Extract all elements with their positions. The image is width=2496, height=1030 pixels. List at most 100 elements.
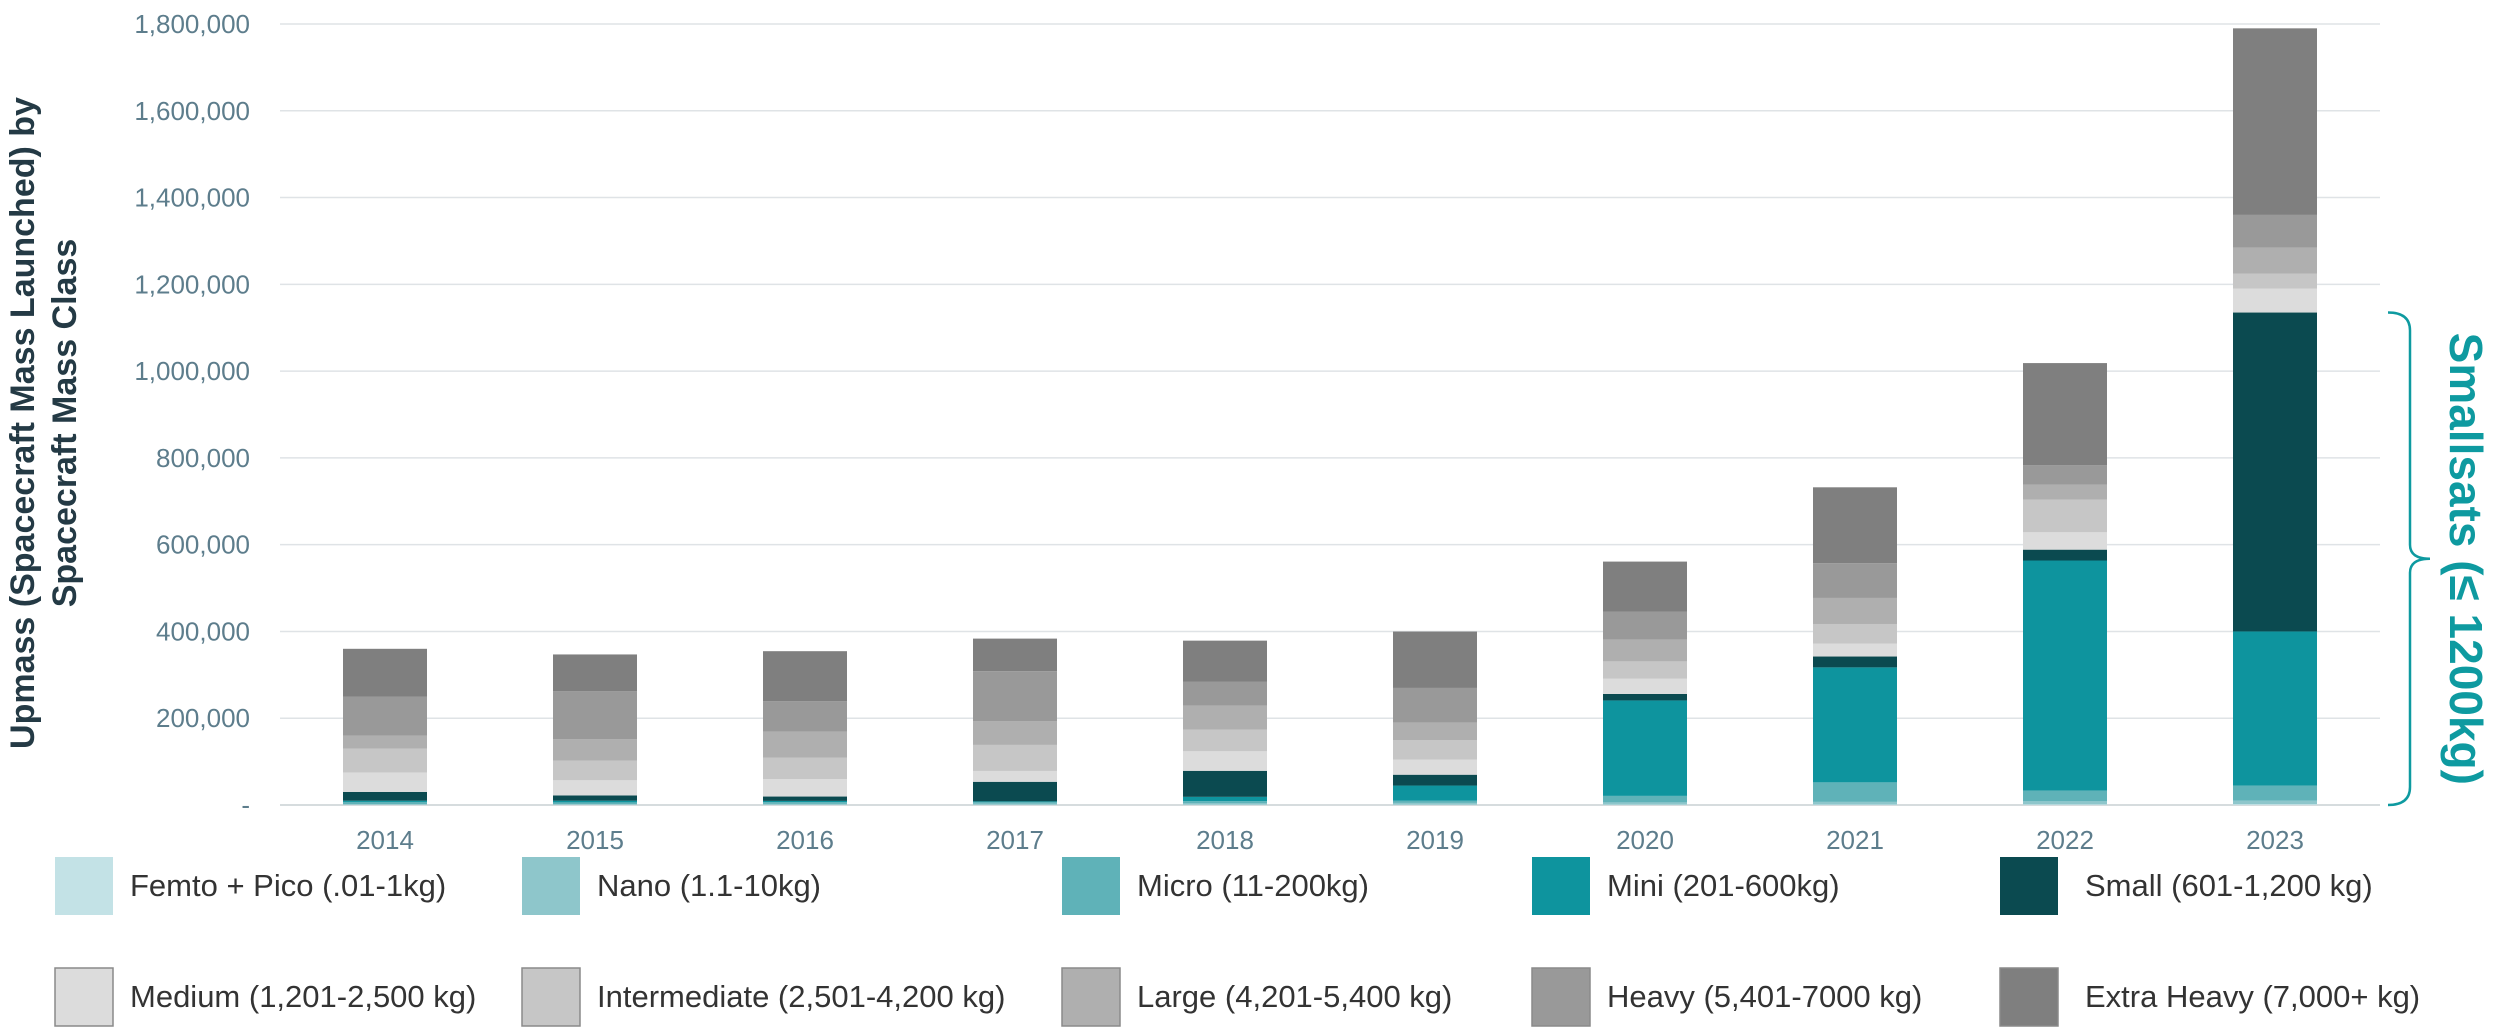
bar-segment bbox=[2233, 804, 2317, 805]
bar-stack-2018 bbox=[1183, 640, 1267, 805]
bar-segment bbox=[1183, 796, 1267, 802]
bar-segment bbox=[763, 651, 847, 702]
bar-segment bbox=[2233, 273, 2317, 289]
y-tick-label: 1,800,000 bbox=[134, 9, 250, 39]
x-tick-label: 2016 bbox=[776, 825, 834, 855]
legend-label: Femto + Pico (.01-1kg) bbox=[130, 868, 446, 903]
bar-segment bbox=[973, 802, 1057, 804]
bar-segment bbox=[2023, 560, 2107, 791]
bar-segment bbox=[1183, 801, 1267, 804]
bar-segment bbox=[2233, 28, 2317, 215]
bar-segment bbox=[2233, 312, 2317, 632]
x-tick-label: 2014 bbox=[356, 825, 414, 855]
y-tick-label: 1,000,000 bbox=[134, 356, 250, 386]
bar-segment bbox=[1183, 751, 1267, 771]
bar-segment bbox=[1393, 687, 1477, 723]
bar-segment bbox=[1603, 795, 1687, 803]
bar-segment bbox=[553, 802, 637, 805]
bar-segment bbox=[343, 696, 427, 736]
y-tick-label: 200,000 bbox=[156, 703, 250, 733]
bar-segment bbox=[1393, 759, 1477, 775]
bar-stack-2017 bbox=[973, 638, 1057, 805]
bar-stack-2019 bbox=[1393, 631, 1477, 805]
smallsats-annotation-label: Smallsats (≤ 1200kg) bbox=[2440, 333, 2492, 785]
bar-segment bbox=[2023, 499, 2107, 533]
bar-segment bbox=[1603, 693, 1687, 701]
bar-segment bbox=[1813, 563, 1897, 598]
x-tick-label: 2023 bbox=[2246, 825, 2304, 855]
bar-segment bbox=[973, 803, 1057, 805]
bar-segment bbox=[2023, 532, 2107, 550]
bar-segment bbox=[1183, 729, 1267, 752]
bar-segment bbox=[2023, 363, 2107, 466]
y-tick-label: 800,000 bbox=[156, 443, 250, 473]
bar-segment bbox=[763, 796, 847, 801]
bar-segment bbox=[2023, 790, 2107, 802]
bar-segment bbox=[2023, 801, 2107, 805]
legend-item: Mini (201-600kg) bbox=[1532, 857, 1840, 915]
bar-segment bbox=[1813, 487, 1897, 564]
y-axis-ticks: - 200,000 400,000 600,000 800,000 1,000,000 1,… bbox=[134, 9, 250, 820]
legend-item: Small (601-1,200 kg) bbox=[2000, 857, 2373, 915]
bar-segment bbox=[2023, 804, 2107, 805]
legend-swatch bbox=[522, 857, 580, 915]
legend-swatch bbox=[1999, 967, 2059, 1027]
bar-segment bbox=[1393, 800, 1477, 803]
bar-segment bbox=[1183, 681, 1267, 706]
legend-swatch bbox=[2000, 857, 2058, 915]
x-tick-label: 2019 bbox=[1406, 825, 1464, 855]
bar-segment bbox=[343, 801, 427, 805]
legend-item: Micro (11-200kg) bbox=[1062, 857, 1369, 915]
bar-segment bbox=[763, 731, 847, 758]
legend-label: Small (601-1,200 kg) bbox=[2085, 868, 2373, 903]
bar-segment bbox=[1393, 774, 1477, 786]
bar-segment bbox=[1183, 770, 1267, 797]
y-axis-label-line-1: Upmass (Spacecraft Mass Launched) by bbox=[4, 97, 42, 749]
bar-segment bbox=[973, 721, 1057, 745]
bar-segment bbox=[973, 781, 1057, 802]
bar-stack-2021 bbox=[1813, 487, 1897, 805]
bar-segment bbox=[343, 748, 427, 773]
legend-label: Medium (1,201-2,500 kg) bbox=[130, 979, 476, 1014]
y-tick-label: 400,000 bbox=[156, 616, 250, 646]
bar-segment bbox=[343, 800, 427, 802]
y-tick-label: - bbox=[241, 790, 250, 820]
bar-stack-2022 bbox=[2023, 363, 2107, 805]
legend-swatch bbox=[1062, 857, 1120, 915]
bar-segment bbox=[2023, 484, 2107, 500]
legend-swatch bbox=[1532, 857, 1590, 915]
bar-stack-2016 bbox=[763, 651, 847, 805]
bar-segment bbox=[763, 803, 847, 805]
bar-segment bbox=[2233, 631, 2317, 786]
legend-item: Nano (1.1-10kg) bbox=[522, 857, 821, 915]
bar-segment bbox=[1813, 643, 1897, 657]
bar-stacks bbox=[343, 28, 2317, 805]
bar-segment bbox=[553, 795, 637, 801]
bar-segment bbox=[1813, 782, 1897, 802]
y-tick-label: 600,000 bbox=[156, 530, 250, 560]
bar-segment bbox=[1603, 561, 1687, 612]
bar-segment bbox=[553, 739, 637, 761]
bar-segment bbox=[2233, 214, 2317, 248]
bar-segment bbox=[343, 804, 427, 805]
bar-segment bbox=[2233, 247, 2317, 274]
bar-segment bbox=[2233, 288, 2317, 313]
bar-segment bbox=[1603, 661, 1687, 679]
bar-segment bbox=[1393, 802, 1477, 805]
legend-label: Large (4,201-5,400 kg) bbox=[1137, 979, 1452, 1014]
bar-segment bbox=[553, 780, 637, 796]
x-tick-label: 2021 bbox=[1826, 825, 1884, 855]
legend-label: Heavy (5,401-7000 kg) bbox=[1607, 979, 1922, 1014]
bar-segment bbox=[763, 701, 847, 732]
x-tick-label: 2017 bbox=[986, 825, 1044, 855]
legend-item: Extra Heavy (7,000+ kg) bbox=[1999, 967, 2420, 1027]
bar-segment bbox=[1183, 803, 1267, 805]
bar-segment bbox=[1603, 700, 1687, 796]
smallsats-bracket bbox=[2387, 311, 2431, 807]
y-tick-label: 1,400,000 bbox=[134, 183, 250, 213]
bar-segment bbox=[1813, 656, 1897, 668]
x-tick-label: 2022 bbox=[2036, 825, 2094, 855]
bar-segment bbox=[553, 804, 637, 805]
y-tick-label: 1,200,000 bbox=[134, 269, 250, 299]
